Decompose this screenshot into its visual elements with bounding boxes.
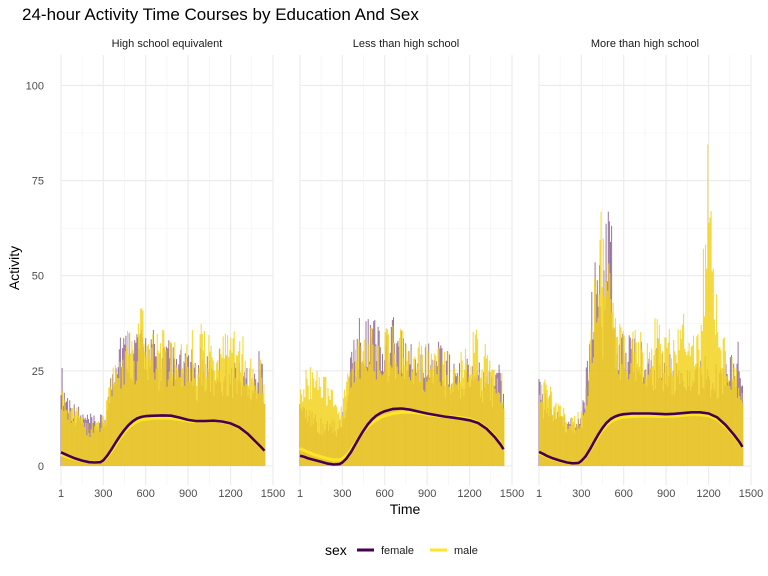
x-tick-label: 300 — [94, 488, 112, 500]
x-tick-label: 900 — [657, 488, 675, 500]
x-tick-label: 900 — [179, 488, 197, 500]
x-tick-label: 900 — [418, 488, 436, 500]
y-tick-label: 0 — [38, 461, 44, 473]
facet-panel: Less than high school 1 300 600 900 1200 1500 — [297, 38, 524, 500]
female-smooth-line — [60, 414, 266, 464]
x-tick-label: 1200 — [696, 488, 720, 500]
y-tick-label: 100 — [26, 80, 44, 92]
x-tick-label: 300 — [333, 488, 351, 500]
x-tick-label: 1 — [58, 488, 64, 500]
facet-label: High school equivalent — [112, 38, 223, 50]
y-axis-title: Activity — [6, 246, 22, 290]
legend-label-male: male — [454, 545, 478, 557]
x-tick-label: 1500 — [261, 488, 285, 500]
x-tick-label: 1 — [536, 488, 542, 500]
y-tick-label: 25 — [32, 366, 44, 378]
x-tick-label: 300 — [572, 488, 590, 500]
chart-title: 24-hour Activity Time Courses by Educati… — [22, 5, 419, 24]
x-axis-title: Time — [390, 501, 421, 517]
x-tick-label: 1200 — [218, 488, 242, 500]
facet-label: More than high school — [591, 38, 699, 50]
y-tick-label: 75 — [32, 176, 44, 188]
facet-panel: More than high school 1 300 600 900 1200 1500 — [536, 38, 763, 500]
x-tick-label: 1200 — [457, 488, 481, 500]
female-smooth-line — [299, 407, 505, 466]
facet-label: Less than high school — [353, 38, 459, 50]
legend: sex female male — [325, 542, 478, 558]
x-tick-label: 600 — [376, 488, 394, 500]
y-tick-label: 50 — [32, 271, 44, 283]
legend-label-female: female — [381, 545, 414, 557]
legend-title: sex — [325, 542, 347, 558]
male-activity-band — [299, 325, 505, 466]
male-trace — [299, 325, 505, 466]
female-smooth-line — [538, 411, 744, 465]
x-tick-label: 600 — [615, 488, 633, 500]
male-trace — [60, 308, 266, 466]
male-activity-band — [60, 308, 266, 466]
y-axis: 0 25 50 75 100 — [26, 80, 44, 473]
x-tick-label: 600 — [137, 488, 155, 500]
facet-panel: High school equivalent 1 300 600 900 1200 1500 — [58, 38, 285, 500]
x-tick-label: 1500 — [739, 488, 763, 500]
x-tick-label: 1 — [297, 488, 303, 500]
x-tick-label: 1500 — [500, 488, 524, 500]
